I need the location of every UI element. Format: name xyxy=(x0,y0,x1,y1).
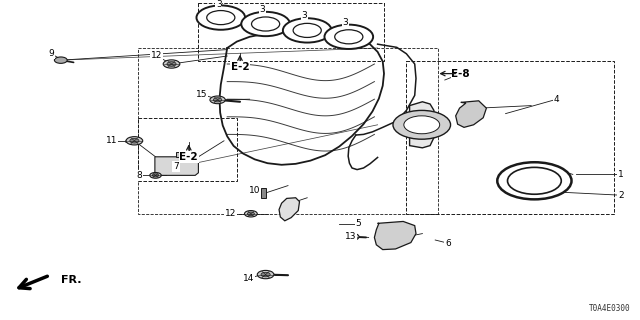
Text: 13: 13 xyxy=(345,232,356,241)
Text: 8: 8 xyxy=(137,171,142,180)
Text: E-2: E-2 xyxy=(230,62,250,72)
Circle shape xyxy=(126,137,143,145)
Circle shape xyxy=(130,139,139,143)
Text: FR.: FR. xyxy=(61,275,82,285)
Text: 7: 7 xyxy=(173,162,179,171)
Polygon shape xyxy=(279,198,300,221)
Text: T0A4E0300: T0A4E0300 xyxy=(589,304,630,313)
Text: 3: 3 xyxy=(302,12,307,20)
Circle shape xyxy=(213,98,222,102)
Text: 1: 1 xyxy=(618,170,623,179)
Circle shape xyxy=(244,211,257,217)
Circle shape xyxy=(150,172,161,178)
Text: 5: 5 xyxy=(356,220,361,228)
Polygon shape xyxy=(220,31,384,165)
Polygon shape xyxy=(176,152,187,157)
Bar xyxy=(198,3,384,61)
Text: 4: 4 xyxy=(554,95,559,104)
Circle shape xyxy=(210,96,225,104)
Circle shape xyxy=(167,62,176,66)
Circle shape xyxy=(196,5,245,30)
Bar xyxy=(406,61,614,214)
Polygon shape xyxy=(374,221,416,250)
Polygon shape xyxy=(261,188,266,198)
Text: 3: 3 xyxy=(343,18,348,27)
Text: 10: 10 xyxy=(249,186,260,195)
Circle shape xyxy=(54,57,67,63)
Text: 6: 6 xyxy=(445,239,451,248)
Circle shape xyxy=(241,12,290,36)
Text: 12: 12 xyxy=(151,52,163,60)
Bar xyxy=(138,118,237,181)
Circle shape xyxy=(324,25,373,49)
Text: 9: 9 xyxy=(49,49,54,58)
Circle shape xyxy=(404,116,440,134)
Circle shape xyxy=(348,235,356,239)
Text: 2: 2 xyxy=(618,191,623,200)
Circle shape xyxy=(261,272,270,277)
Text: 3: 3 xyxy=(216,0,221,9)
Circle shape xyxy=(508,167,561,194)
Text: 12: 12 xyxy=(225,209,236,218)
Circle shape xyxy=(247,212,255,216)
Circle shape xyxy=(152,174,159,177)
Circle shape xyxy=(252,17,280,31)
Polygon shape xyxy=(155,157,198,175)
Circle shape xyxy=(393,110,451,139)
Circle shape xyxy=(345,233,359,240)
Circle shape xyxy=(163,60,180,68)
Circle shape xyxy=(257,270,274,279)
Text: 14: 14 xyxy=(243,274,254,283)
Circle shape xyxy=(207,11,235,25)
Circle shape xyxy=(283,18,332,43)
Polygon shape xyxy=(456,101,486,127)
Text: 15: 15 xyxy=(196,90,207,99)
Text: 3: 3 xyxy=(260,5,265,14)
Text: E-2: E-2 xyxy=(179,152,198,162)
Polygon shape xyxy=(410,102,434,148)
Bar xyxy=(138,48,438,214)
Circle shape xyxy=(293,23,321,37)
Circle shape xyxy=(497,162,572,199)
Text: 11: 11 xyxy=(106,136,118,145)
Circle shape xyxy=(335,30,363,44)
Text: E-8: E-8 xyxy=(451,68,470,79)
